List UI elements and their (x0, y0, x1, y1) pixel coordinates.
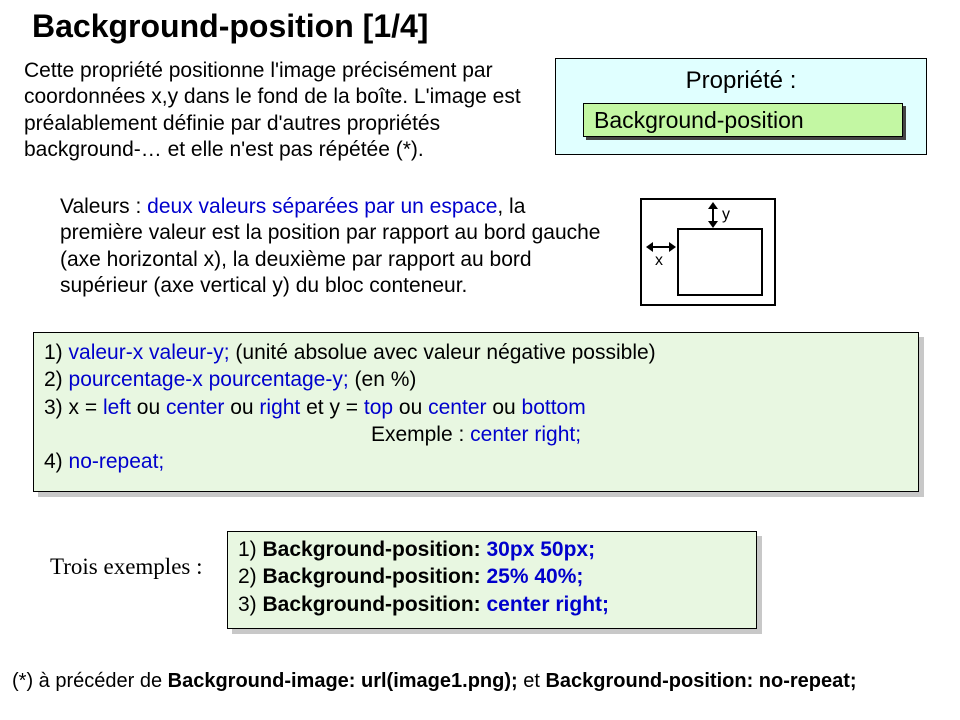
t: 2) (238, 565, 263, 588)
t: pourcentage-x pourcentage-y; (69, 368, 349, 391)
t: ou (224, 396, 259, 419)
rules-line-4: Exemple : center right; (44, 421, 908, 448)
t: et (518, 670, 546, 692)
t: (en %) (349, 368, 417, 391)
y-arrow-top (708, 202, 718, 209)
t: Exemple : (371, 423, 470, 446)
footnote: (*) à précéder de Background-image: url(… (12, 670, 857, 693)
t: 1) (44, 341, 69, 364)
t: ou (487, 396, 522, 419)
t: ou (131, 396, 166, 419)
t: right (259, 396, 300, 419)
t: valeur-x valeur-y; (69, 341, 230, 364)
t: center right; (470, 423, 581, 446)
t: center (428, 396, 486, 419)
rules-box: 1) valeur-x valeur-y; (unité absolue ave… (33, 332, 919, 492)
t: Background-position: (263, 538, 481, 561)
page-title: Background-position [1/4] (32, 8, 428, 45)
values-highlight: deux valeurs séparées par un espace (147, 195, 497, 218)
t: ou (393, 396, 428, 419)
values-text: Valeurs : deux valeurs séparées par un e… (60, 194, 605, 299)
rules-line-2: 2) pourcentage-x pourcentage-y; (en %) (44, 366, 908, 393)
intro-text: Cette propriété positionne l'image préci… (24, 58, 544, 163)
values-prefix: Valeurs : (60, 195, 147, 218)
rules-line-3: 3) x = left ou center ou right et y = to… (44, 394, 908, 421)
ex-line-2: 2) Background-position: 25% 40%; (238, 563, 746, 590)
t: 3) (238, 593, 263, 616)
examples-box: 1) Background-position: 30px 50px; 2) Ba… (227, 531, 757, 629)
t: (*) à précéder de (12, 670, 168, 692)
t: center (166, 396, 224, 419)
t: 1) (238, 538, 263, 561)
t: 4) (44, 450, 69, 473)
rules-line-5: 4) no-repeat; (44, 448, 908, 475)
t: Background-position: no-repeat; (545, 670, 856, 692)
t: 25% 40%; (481, 565, 584, 588)
t: top (364, 396, 393, 419)
t: no-repeat; (69, 450, 165, 473)
trois-exemples-label: Trois exemples : (50, 554, 203, 580)
property-label: Propriété : (556, 67, 926, 95)
xy-diagram: y x (640, 198, 776, 306)
ex-line-1: 1) Background-position: 30px 50px; (238, 536, 746, 563)
y-label: y (722, 206, 730, 224)
t: left (103, 396, 131, 419)
x-label: x (655, 252, 663, 270)
ex-line-3: 3) Background-position: center right; (238, 591, 746, 618)
property-box: Propriété : Background-position (555, 58, 927, 155)
x-arrow-left (646, 242, 653, 252)
t: (unité absolue avec valeur négative poss… (230, 341, 656, 364)
t: 30px 50px; (481, 538, 595, 561)
property-badge: Background-position (583, 103, 903, 137)
t: 2) (44, 368, 69, 391)
y-arrow-bottom (708, 221, 718, 228)
rules-line-1: 1) valeur-x valeur-y; (unité absolue ave… (44, 339, 908, 366)
t: Background-image: url(image1.png); (168, 670, 518, 692)
t: center right; (481, 593, 609, 616)
t: bottom (522, 396, 586, 419)
t: Background-position: (263, 593, 481, 616)
t: et y = (300, 396, 364, 419)
t: Background-position: (263, 565, 481, 588)
t: 3) x = (44, 396, 103, 419)
x-arrow-right (669, 242, 676, 252)
inner-box (677, 228, 763, 296)
